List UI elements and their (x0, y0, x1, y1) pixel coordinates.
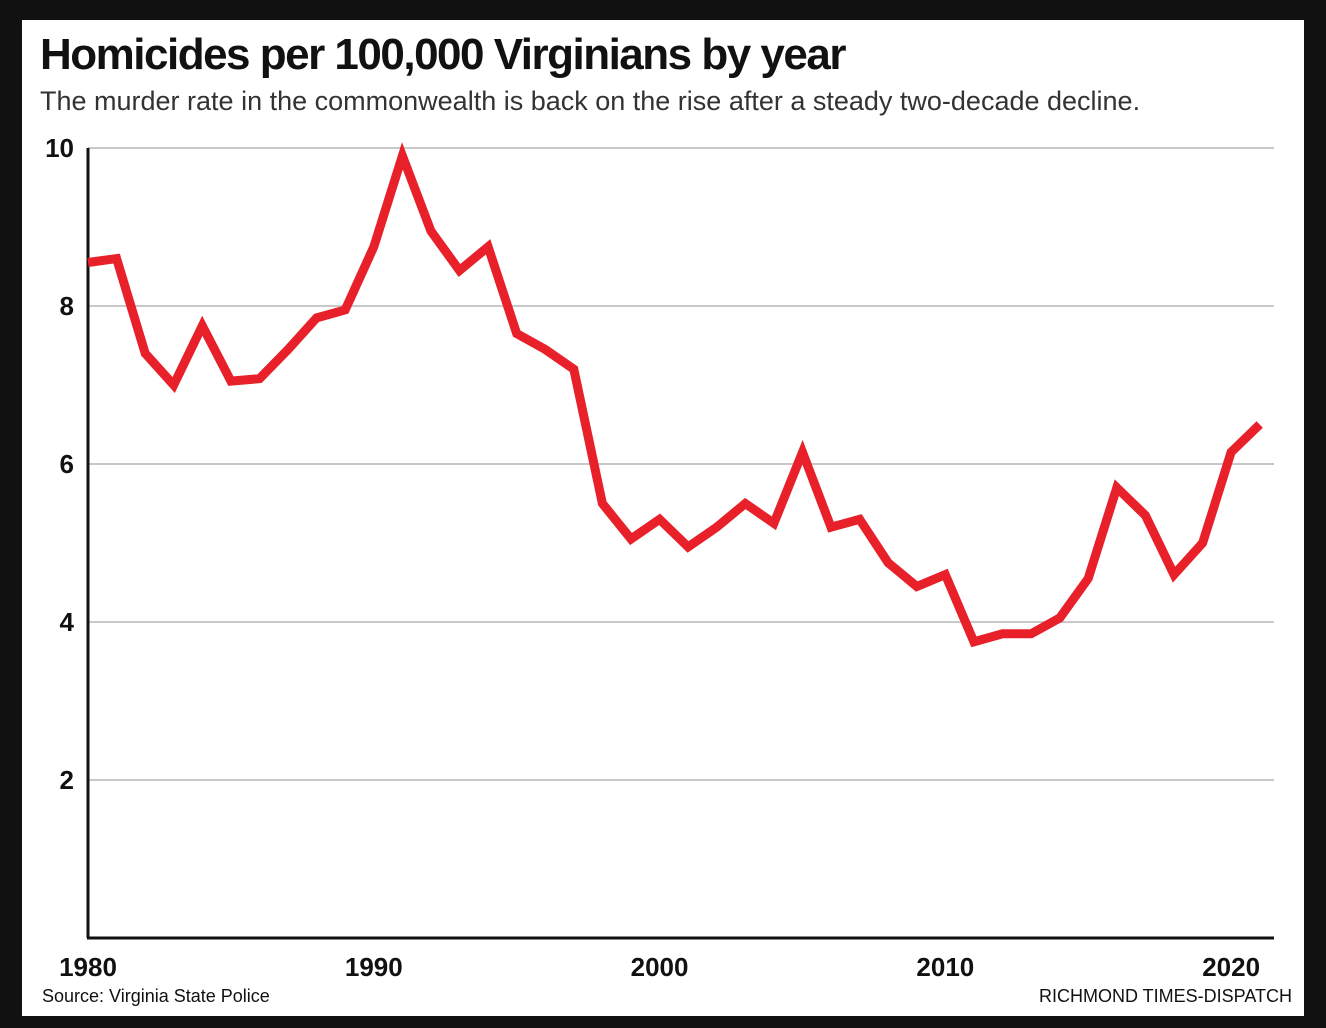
y-tick-label-4: 4 (60, 607, 75, 637)
gridlines (88, 147, 1274, 781)
x-axis-ticks: 1980 1990 2000 2010 2020 (59, 952, 1260, 982)
y-tick-label-2: 2 (60, 765, 74, 795)
homicide-rate-line (87, 142, 1263, 648)
y-tick-label-10: 10 (45, 133, 74, 163)
x-tick-label-2000: 2000 (631, 952, 689, 982)
chart-subtitle: The murder rate in the commonwealth is b… (40, 86, 1141, 116)
publisher-credit: RICHMOND TIMES-DISPATCH (1038, 986, 1292, 1006)
y-tick-label-8: 8 (60, 291, 74, 321)
line-chart: 2 4 6 8 10 1980 1990 2000 2010 2020 (45, 133, 1274, 982)
x-tick-label-1990: 1990 (345, 952, 403, 982)
x-tick-label-1980: 1980 (59, 952, 117, 982)
x-tick-label-2010: 2010 (916, 952, 974, 982)
y-tick-label-6: 6 (60, 449, 74, 479)
y-axis-ticks: 2 4 6 8 10 (45, 133, 74, 795)
source-note: Source: Virginia State Police (42, 986, 270, 1006)
x-tick-label-2020: 2020 (1202, 952, 1260, 982)
chart-title: Homicides per 100,000 Virginians by year (40, 30, 846, 79)
chart-card: Homicides per 100,000 Virginians by year… (22, 20, 1304, 1016)
